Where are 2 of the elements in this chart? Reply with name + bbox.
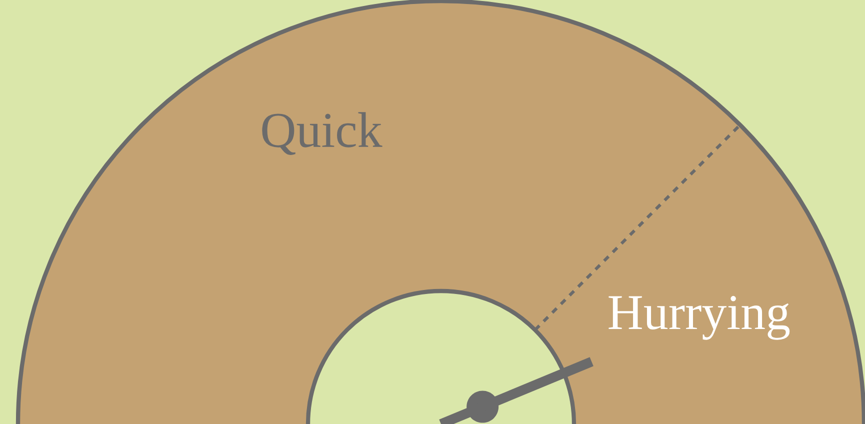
slice-label: Quick: [262, 112, 382, 155]
slice-label: Hurrying: [608, 296, 790, 340]
